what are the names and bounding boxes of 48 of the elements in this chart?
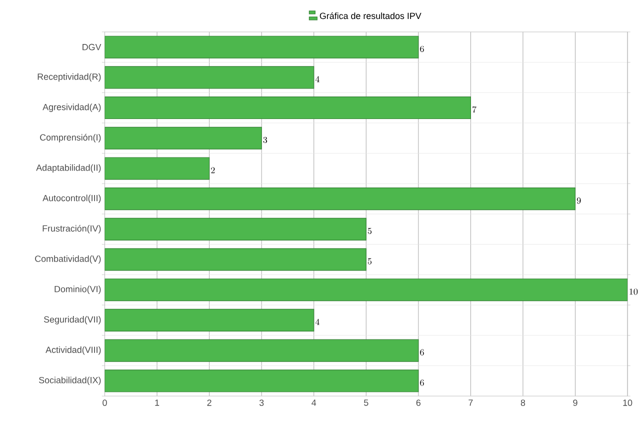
data-label: 3 bbox=[263, 136, 268, 144]
y-tick-label: Combatividad(V) bbox=[35, 255, 101, 264]
x-tick-label: 4 bbox=[312, 400, 316, 406]
bar bbox=[104, 126, 262, 150]
y-tick-label: Actividad(VIII) bbox=[46, 346, 101, 355]
bar bbox=[104, 248, 366, 271]
bar bbox=[104, 370, 419, 392]
y-tick-label: Comprensión(I) bbox=[40, 134, 101, 142]
bar bbox=[104, 36, 419, 58]
legend-label: Gráfica de resultados IPV bbox=[320, 12, 422, 20]
x-tick-label: 0 bbox=[102, 400, 107, 406]
data-label: 5 bbox=[368, 258, 372, 264]
data-label: 7 bbox=[472, 106, 476, 113]
data-label: 4 bbox=[315, 318, 320, 325]
x-tick-label: 8 bbox=[520, 400, 526, 406]
data-label: 2 bbox=[211, 167, 215, 174]
data-label: 6 bbox=[420, 46, 424, 52]
bar bbox=[104, 157, 210, 180]
x-tick-label: 2 bbox=[207, 400, 212, 406]
bar bbox=[104, 218, 366, 240]
bar bbox=[104, 188, 576, 210]
x-tick-label: 3 bbox=[259, 400, 264, 406]
data-label: 6 bbox=[420, 380, 424, 386]
y-tick-label: Dominio(VI) bbox=[54, 286, 101, 294]
y-tick-label: Frustración(IV) bbox=[42, 224, 101, 234]
y-tick-label: Agresividad(A) bbox=[42, 104, 101, 112]
x-tick-label: 9 bbox=[573, 400, 578, 406]
x-tick-label: 6 bbox=[416, 400, 421, 406]
data-label: 4 bbox=[315, 76, 320, 82]
y-tick-label: Receptividad(R) bbox=[38, 73, 101, 82]
bar bbox=[104, 339, 419, 362]
bar bbox=[104, 278, 628, 302]
bar bbox=[104, 308, 314, 332]
data-label: 5 bbox=[368, 228, 372, 234]
data-label: 6 bbox=[420, 349, 424, 356]
x-tick-label: 10 bbox=[623, 400, 632, 406]
y-tick-label: Sociabilidad(IX) bbox=[39, 376, 101, 386]
bar bbox=[104, 66, 314, 89]
bar bbox=[104, 96, 471, 120]
y-tick-label: Adaptabilidad(II) bbox=[36, 164, 101, 173]
y-tick-label: Seguridad(VII) bbox=[44, 316, 101, 324]
x-tick-label: 7 bbox=[468, 400, 473, 406]
data-label: 9 bbox=[576, 198, 581, 204]
y-tick-label: DGV bbox=[82, 44, 102, 50]
data-label: 10 bbox=[630, 288, 638, 295]
x-tick-label: 5 bbox=[364, 400, 368, 406]
x-tick-label: 1 bbox=[155, 400, 160, 406]
y-tick-label: Autocontrol(III) bbox=[42, 194, 101, 203]
